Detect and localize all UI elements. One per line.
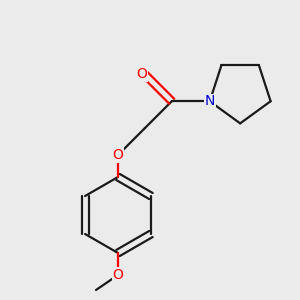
Text: N: N — [205, 94, 215, 108]
Text: O: O — [136, 68, 147, 81]
Text: O: O — [112, 148, 123, 162]
Text: O: O — [112, 268, 123, 282]
